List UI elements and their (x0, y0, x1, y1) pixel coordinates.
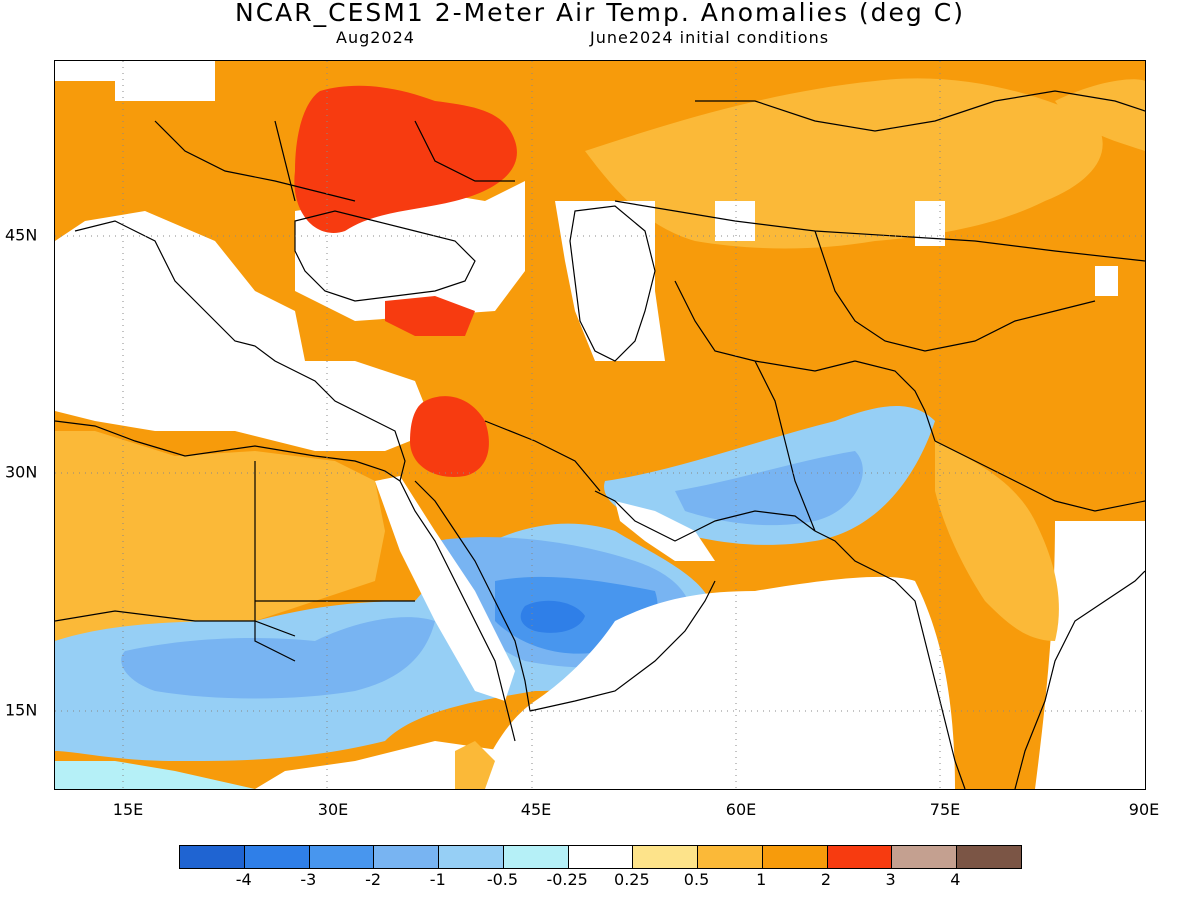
slight-cool-region-africa (55, 761, 255, 789)
hot-region-syria (410, 396, 489, 477)
border-russia-ukraine (414, 120, 515, 182)
colorbar-tick-label: 2 (820, 870, 832, 889)
lat-label-45n: 45N (5, 225, 38, 245)
valid-month-label: Aug2024 (336, 28, 415, 47)
border-kazakhstan-russia (614, 200, 1145, 262)
colorbar-swatch (827, 846, 893, 868)
cooler-region-pakistan (675, 451, 863, 526)
lon-label-60e: 60E (725, 800, 757, 819)
lon-label-45e: 45E (520, 800, 552, 819)
border-iraq-iran (484, 420, 601, 492)
cooler-region-sahel (121, 617, 435, 699)
coastline-red-sea-east (414, 480, 531, 712)
coastline-red-sea-west (399, 480, 516, 742)
neutral-region-red-sea (375, 476, 515, 701)
colorbar-swatch (762, 846, 828, 868)
border-kazakhstan-china (814, 230, 1096, 352)
neutral-region-caspian (555, 201, 665, 361)
coastline-black-sea (294, 210, 476, 302)
anomaly-map-svg (55, 61, 1145, 789)
pale-warm-region-north-africa (55, 431, 385, 651)
lon-label-30e: 30E (317, 800, 349, 819)
colorbar-swatch (309, 846, 375, 868)
border-iran-afghanistan (754, 360, 816, 532)
coastline-arabia-south (529, 580, 716, 712)
colorbar-tick-label: 4 (950, 870, 961, 889)
colorbar-swatch (568, 846, 634, 868)
colorbar-swatch (439, 846, 504, 868)
chart-title: NCAR_CESM1 2-Meter Air Temp. Anomalies (… (235, 0, 965, 27)
colorbar-swatch (180, 846, 245, 868)
border-sahara (55, 610, 296, 637)
lon-label-15e: 15E (112, 800, 144, 819)
coastline-gulf-iran (594, 490, 816, 542)
colorbar-tick-label: 3 (885, 870, 896, 889)
border-europe-north (154, 120, 356, 202)
pale-warm-region-india (935, 441, 1059, 641)
lon-label-90e: 90E (1128, 800, 1160, 819)
coastline-india-east (1014, 570, 1145, 789)
border-himalaya (934, 440, 1145, 512)
coastlines (55, 90, 1145, 789)
colorbar-tick-label: 0.5 (683, 870, 710, 889)
colorbar-tick-label: -0.25 (546, 870, 588, 889)
neutral-region-persian-gulf (615, 501, 715, 561)
hot-region-turkey (385, 296, 475, 336)
neutral-region-scandinavia (55, 61, 215, 101)
coastline-india-west (814, 530, 966, 789)
coldest-region-arabia (520, 600, 585, 633)
colorbar-swatch (244, 846, 310, 868)
border-afghanistan-pakistan (854, 360, 936, 442)
colorbar-swatch (503, 846, 569, 868)
border-egypt-libya (254, 461, 296, 662)
neutral-region-bay-of-bengal (1035, 521, 1145, 789)
neutral-region-arabian-sea (475, 576, 955, 789)
coastline-europe (74, 220, 406, 482)
colorbar-tick-label: 1 (756, 870, 767, 889)
colorbar-swatch (633, 846, 699, 868)
neutral-region-east-africa (255, 741, 505, 789)
coastline-north-africa (55, 420, 401, 482)
pale-warm-region-siberia (585, 78, 1103, 249)
neutral-region-mediterranean (55, 211, 435, 451)
colorbar-tick-label: -3 (300, 870, 317, 889)
pale-warm-region-northeast (1055, 79, 1145, 151)
colorbar-swatch (957, 846, 1021, 868)
colorbar-tick-label: -0.5 (486, 870, 519, 889)
colorbar-tick-label: -1 (429, 870, 446, 889)
anomaly-map (54, 60, 1146, 790)
colorbar-tick-label: -2 (365, 870, 382, 889)
border-russia-mongolia (695, 90, 1145, 132)
colorbar (179, 845, 1022, 869)
hot-region-ukraine (294, 85, 517, 233)
initial-conditions-label: June2024 initial conditions (590, 28, 830, 47)
border-iran-turkmenistan (674, 280, 856, 372)
colorbar-swatch (892, 846, 958, 868)
coastline-caspian (569, 205, 656, 362)
neutral-region-lake (915, 201, 945, 246)
colorbar-swatch (374, 846, 440, 868)
graticule (55, 61, 1145, 789)
neutral-region-lake-east (1095, 266, 1118, 296)
lat-label-30n: 30N (5, 462, 38, 482)
lon-label-75e: 75E (929, 800, 961, 819)
colorbar-tick-label: -4 (235, 870, 252, 889)
colorbar-swatch (698, 846, 763, 868)
colorbar-tick-label: 0.25 (614, 870, 650, 889)
lat-label-15n: 15N (5, 700, 38, 720)
border-poland (274, 120, 296, 202)
pale-warm-region-ethiopia (455, 741, 495, 789)
